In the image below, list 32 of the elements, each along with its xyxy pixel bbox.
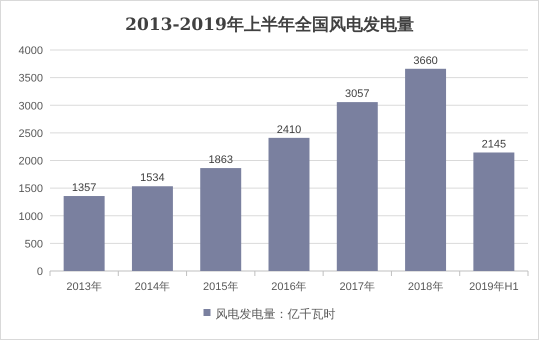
y-tick-label: 1500 bbox=[18, 183, 43, 196]
y-tick-label: 1000 bbox=[18, 210, 43, 223]
data-label: 3660 bbox=[413, 54, 438, 67]
y-tick-label: 500 bbox=[24, 238, 43, 250]
y-tick-label: 3500 bbox=[18, 72, 43, 85]
y-tick-label: 2500 bbox=[18, 128, 43, 140]
bar bbox=[405, 68, 446, 271]
bar bbox=[268, 138, 310, 271]
x-tick-label: 2019年H1 bbox=[469, 281, 519, 293]
data-label: 3057 bbox=[345, 88, 370, 100]
bar bbox=[336, 102, 378, 271]
x-tick-label: 2014年 bbox=[134, 281, 170, 293]
data-label: 1534 bbox=[140, 172, 165, 184]
data-label: 2145 bbox=[482, 138, 506, 150]
bar bbox=[64, 196, 105, 271]
y-tick-label: 0 bbox=[36, 266, 43, 278]
data-label: 2410 bbox=[276, 124, 302, 136]
y-tick-label: 3000 bbox=[18, 100, 43, 112]
bar bbox=[200, 168, 242, 271]
x-tick-label: 2013年 bbox=[66, 281, 102, 293]
bar bbox=[473, 152, 514, 271]
y-tick-label: 4000 bbox=[18, 45, 43, 57]
data-label: 1863 bbox=[208, 154, 233, 166]
x-tick-label: 2015年 bbox=[202, 281, 238, 293]
bar bbox=[132, 186, 173, 271]
data-label: 1357 bbox=[72, 182, 96, 194]
legend-label: 风电发电量：亿千瓦时 bbox=[216, 307, 336, 321]
y-tick-label: 2000 bbox=[18, 156, 43, 168]
x-tick-label: 2017年 bbox=[340, 281, 376, 293]
chart-title: 2013-2019年上半年全国风电发电量 bbox=[125, 15, 414, 35]
x-tick-label: 2016年 bbox=[271, 281, 307, 293]
x-tick-label: 2018年 bbox=[408, 281, 444, 293]
